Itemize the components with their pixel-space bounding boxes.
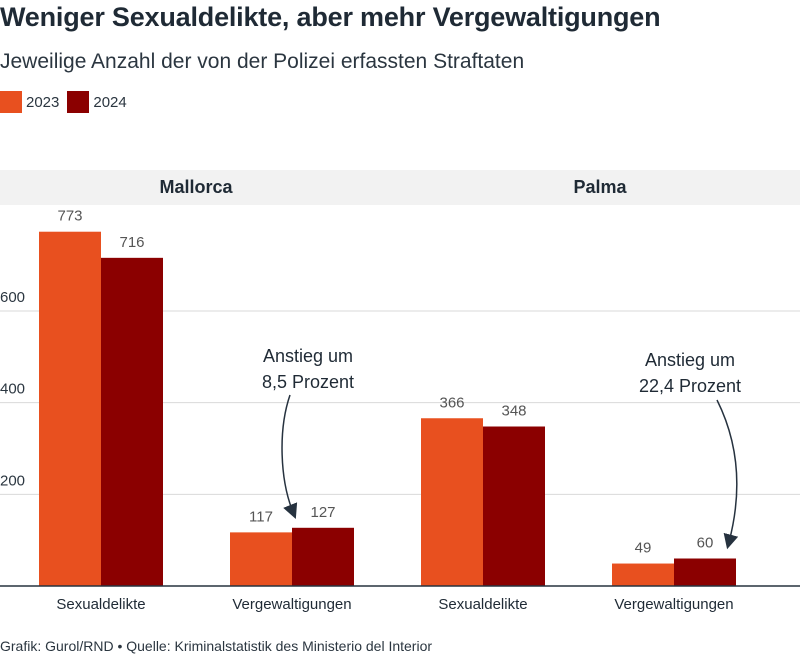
value-label-palma-sexualdelikte-2024: 348 (501, 403, 526, 420)
bar-palma-vergewaltigungen-2024 (674, 558, 736, 586)
bar-palma-sexualdelikte-2024 (483, 426, 545, 586)
y-tick-label-200: 200 (0, 472, 25, 489)
bar-mallorca-sexualdelikte-2024 (101, 257, 163, 586)
legend-swatch-2023 (0, 91, 22, 113)
y-tick-label-400: 400 (0, 381, 25, 398)
value-label-palma-vergewaltigungen-2024: 60 (697, 535, 714, 552)
panel-title-mallorca: Mallorca (159, 177, 233, 197)
legend-item-2023: 2023 (0, 91, 59, 113)
legend: 2023 2024 (0, 91, 135, 113)
value-label-palma-sexualdelikte-2023: 366 (439, 394, 464, 411)
legend-label-2023: 2023 (26, 93, 60, 111)
annotation-1-line-1: Anstieg um (263, 346, 353, 366)
value-label-mallorca-vergewaltigungen-2023: 117 (249, 508, 273, 525)
category-label-mallorca-sexualdelikte: Sexualdelikte (56, 596, 145, 613)
annotation-arrow-2 (716, 399, 739, 550)
legend-label-2024: 2024 (93, 93, 127, 111)
value-label-palma-vergewaltigungen-2023: 49 (635, 540, 652, 557)
bar-palma-vergewaltigungen-2023 (612, 563, 674, 586)
legend-swatch-2024 (67, 91, 90, 113)
bar-mallorca-sexualdelikte-2023 (39, 231, 101, 587)
value-label-mallorca-sexualdelikte-2023: 773 (57, 208, 82, 225)
source-footer: Grafik: Gurol/RND • Quelle: Kriminalstat… (0, 638, 433, 654)
bar-mallorca-vergewaltigungen-2024 (292, 527, 354, 586)
chart-title: Weniger Sexualdelikte, aber mehr Vergewa… (0, 2, 661, 32)
value-label-mallorca-sexualdelikte-2024: 716 (119, 234, 144, 251)
annotation-2-line-1: Anstieg um (645, 350, 735, 370)
panel-title-palma: Palma (573, 177, 627, 197)
category-label-palma-vergewaltigungen: Vergewaltigungen (614, 596, 733, 613)
y-tick-label-600: 600 (0, 289, 25, 306)
chart-subtitle: Jeweilige Anzahl der von der Polizei erf… (0, 50, 525, 73)
category-label-mallorca-vergewaltigungen: Vergewaltigungen (232, 596, 351, 613)
annotation-arrow-1 (281, 394, 298, 519)
bar-palma-sexualdelikte-2023 (421, 418, 483, 586)
value-label-mallorca-vergewaltigungen-2024: 127 (310, 504, 335, 521)
panel-header-band (0, 170, 800, 205)
bar-mallorca-vergewaltigungen-2023 (230, 532, 292, 586)
annotation-2-line-2: 22,4 Prozent (639, 376, 741, 396)
legend-item-2024: 2024 (67, 91, 127, 113)
category-label-palma-sexualdelikte: Sexualdelikte (438, 596, 527, 613)
annotation-1-line-2: 8,5 Prozent (262, 372, 354, 392)
